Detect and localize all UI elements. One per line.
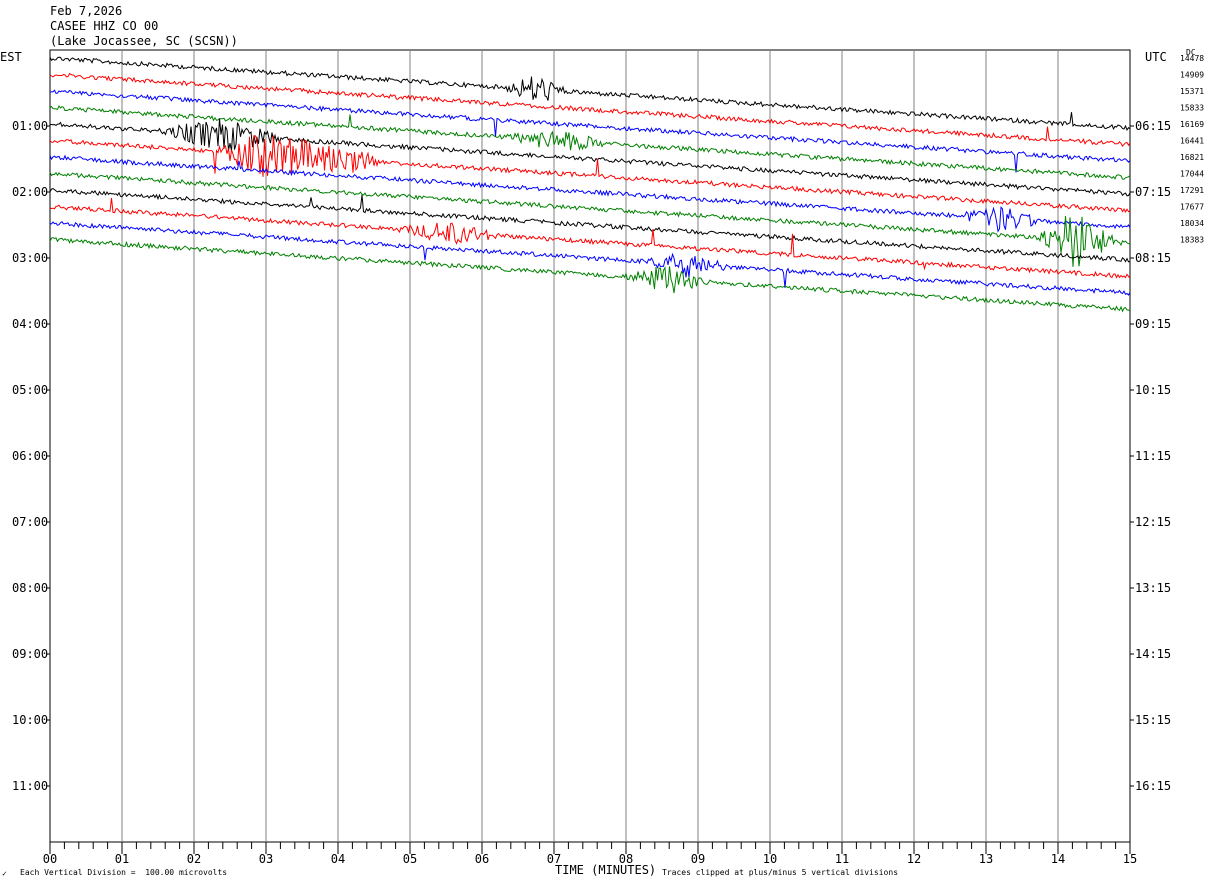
seismic-trace-line [49,154,1131,233]
left-hour-label: 09:00 [12,647,48,661]
vertical-division-note: Each Vertical Division = 100.00 microvol… [20,868,228,877]
dc-offset-value: 17291 [1180,186,1204,195]
left-hour-label: 06:00 [12,449,48,463]
right-hour-label: 09:15 [1135,317,1171,331]
left-timezone-label: EST [0,50,22,64]
x-tick-label: 05 [403,852,417,866]
left-hour-label: 05:00 [12,383,48,397]
right-hour-label: 15:15 [1135,713,1171,727]
left-hour-label: 11:00 [12,779,48,793]
right-hour-label: 12:15 [1135,515,1171,529]
x-axis-title: TIME (MINUTES) [555,863,657,877]
x-tick-label: 02 [187,852,201,866]
seismic-trace-line [49,105,1131,180]
plot-date: Feb 7,2026 [50,4,123,18]
x-tick-label: 01 [115,852,129,866]
x-tick-label: 07 [547,852,561,866]
dc-offset-value: 15371 [1180,87,1204,96]
left-hour-label: 08:00 [12,581,48,595]
right-hour-label: 07:15 [1135,185,1171,199]
right-timezone-label: UTC [1145,50,1167,64]
right-hour-label: 11:15 [1135,449,1171,463]
right-hour-label: 10:15 [1135,383,1171,397]
dc-offset-value: 17044 [1180,170,1204,179]
plot-frame [49,49,1131,843]
seismic-trace-line [49,89,1131,173]
dc-offset-value: 15833 [1180,104,1204,113]
clipping-note: Traces clipped at plus/minus 5 vertical … [662,868,899,877]
x-tick-label: 13 [979,852,993,866]
dc-offset-value: 16821 [1180,153,1204,162]
station-location: (Lake Jocassee, SC (SCSN)) [50,34,238,48]
right-hour-label: 06:15 [1135,119,1171,133]
x-tick-label: 11 [835,852,849,866]
left-hour-label: 04:00 [12,317,48,331]
left-hour-label: 02:00 [12,185,48,199]
left-hour-label: 03:00 [12,251,48,265]
corner-mark: ✓ [2,869,7,878]
x-tick-label: 12 [907,852,921,866]
dc-offset-value: 18383 [1180,236,1204,245]
seismic-trace-line [49,171,1131,267]
right-hour-label: 16:15 [1135,779,1171,793]
left-hour-label: 07:00 [12,515,48,529]
x-tick-label: 04 [331,852,345,866]
seismic-trace-line [49,118,1131,197]
right-hour-label: 14:15 [1135,647,1171,661]
x-tick-label: 06 [475,852,489,866]
x-tick-label: 14 [1051,852,1065,866]
left-hour-label: 01:00 [12,119,48,133]
seismic-trace-line [49,188,1131,263]
right-hour-label: 08:15 [1135,251,1171,265]
station-code: CASEE HHZ CO 00 [50,19,159,33]
dc-offset-value: 18034 [1180,219,1204,228]
seismic-trace-line [49,237,1131,313]
x-tick-label: 10 [763,852,777,866]
seismic-trace-line [49,56,1131,131]
seismic-trace-line [49,198,1131,279]
x-tick-label: 00 [43,852,57,866]
dc-offset-header: DC [1186,48,1196,57]
dc-offset-value: 14909 [1180,71,1204,80]
x-tick-label: 08 [619,852,633,866]
seismic-trace-line [49,135,1131,213]
dc-offset-value: 16169 [1180,120,1204,129]
x-tick-label: 15 [1123,852,1137,866]
left-hour-label: 10:00 [12,713,48,727]
x-tick-label: 03 [259,852,273,866]
right-hour-label: 13:15 [1135,581,1171,595]
x-tick-label: 09 [691,852,705,866]
dc-offset-value: 16441 [1180,137,1204,146]
dc-offset-value: 14478 [1180,54,1204,63]
dc-offset-value: 17677 [1180,203,1204,212]
seismic-trace-line [49,72,1131,147]
seismic-trace-line [49,221,1131,296]
